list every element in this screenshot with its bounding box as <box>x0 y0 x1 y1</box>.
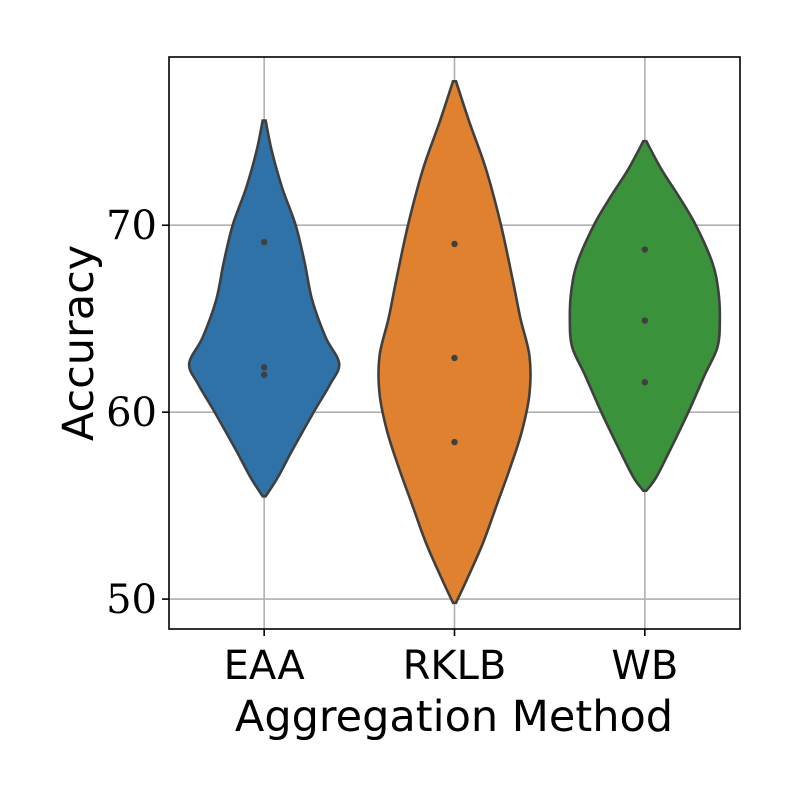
data-point-rklb <box>451 240 458 248</box>
data-point-wb <box>641 379 649 386</box>
y-tick-label: 70 <box>106 203 157 249</box>
point-layer <box>260 238 649 446</box>
x-axis-label: Aggregation Method <box>235 692 673 742</box>
data-point-wb <box>641 246 649 253</box>
data-point-rklb <box>451 354 458 362</box>
violin-rklb <box>377 80 532 605</box>
x-tick-label: RKLB <box>403 643 507 689</box>
tick-layer: 50 60 70 EAA RKLB WB <box>106 203 678 689</box>
y-tick-label: 60 <box>106 390 157 436</box>
violin-wb <box>568 139 722 492</box>
data-point-wb <box>641 317 649 324</box>
x-tick-label: WB <box>611 643 678 689</box>
y-tick-label: 50 <box>106 577 157 623</box>
data-point-eaa <box>260 371 268 378</box>
y-axis-label: Accuracy <box>54 245 104 441</box>
data-point-eaa <box>260 364 268 371</box>
data-point-eaa <box>260 238 268 246</box>
violin-layer <box>187 80 722 605</box>
violin-eaa <box>187 119 341 498</box>
data-point-rklb <box>451 438 458 446</box>
x-tick-label: EAA <box>224 643 306 689</box>
